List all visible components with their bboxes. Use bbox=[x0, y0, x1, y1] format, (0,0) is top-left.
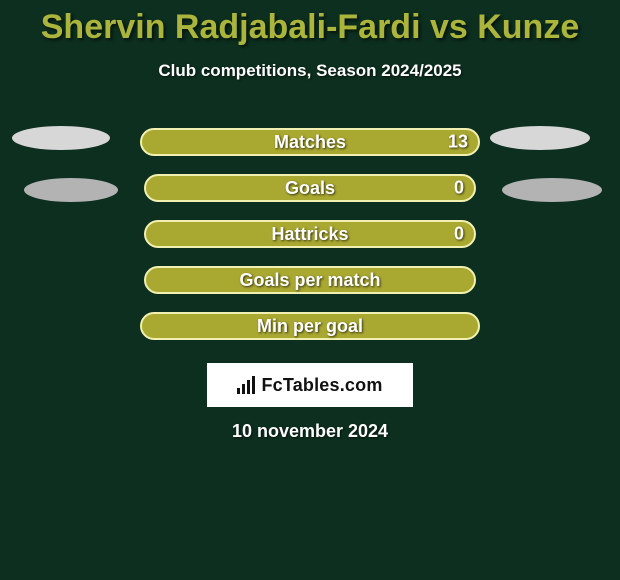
stat-label: Hattricks bbox=[146, 224, 474, 245]
stat-row: Goals per match bbox=[0, 257, 620, 303]
stat-bar: Goals per match bbox=[144, 266, 476, 294]
subtitle: Club competitions, Season 2024/2025 bbox=[0, 47, 620, 81]
stat-row: Min per goal bbox=[0, 303, 620, 349]
stat-bar: Matches13 bbox=[140, 128, 480, 156]
comparison-chart: Matches13Goals0Hattricks0Goals per match… bbox=[0, 81, 620, 349]
date-label: 10 november 2024 bbox=[0, 407, 620, 442]
logo-text: FcTables.com bbox=[261, 375, 382, 396]
stat-value: 0 bbox=[454, 224, 464, 245]
logo-box: FcTables.com bbox=[207, 363, 413, 407]
fctables-logo: FcTables.com bbox=[237, 375, 382, 396]
stat-row: Hattricks0 bbox=[0, 211, 620, 257]
stat-label: Goals bbox=[146, 178, 474, 199]
player-marker bbox=[490, 126, 590, 150]
player-marker bbox=[24, 178, 118, 202]
stat-label: Min per goal bbox=[142, 316, 478, 337]
stat-label: Matches bbox=[142, 132, 478, 153]
stat-value: 13 bbox=[448, 132, 468, 153]
stat-value: 0 bbox=[454, 178, 464, 199]
player-marker bbox=[12, 126, 110, 150]
stat-bar: Hattricks0 bbox=[144, 220, 476, 248]
bars-icon bbox=[237, 376, 257, 394]
stat-bar: Goals0 bbox=[144, 174, 476, 202]
stat-label: Goals per match bbox=[146, 270, 474, 291]
page-title: Shervin Radjabali-Fardi vs Kunze bbox=[0, 0, 620, 47]
stat-bar: Min per goal bbox=[140, 312, 480, 340]
player-marker bbox=[502, 178, 602, 202]
